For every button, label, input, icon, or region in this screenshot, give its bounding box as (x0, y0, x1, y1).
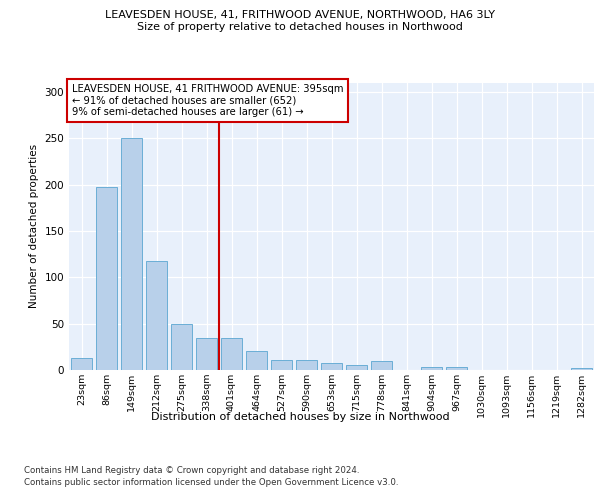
Text: Size of property relative to detached houses in Northwood: Size of property relative to detached ho… (137, 22, 463, 32)
Bar (171, 324, 192, 370)
Text: Contains HM Land Registry data © Crown copyright and database right 2024.: Contains HM Land Registry data © Crown c… (24, 466, 359, 475)
Bar (246, 352, 267, 370)
Bar (346, 366, 367, 370)
Bar (196, 338, 217, 370)
Bar (121, 138, 142, 370)
Bar (71, 358, 92, 370)
Bar (371, 360, 392, 370)
Bar (146, 262, 167, 370)
Bar (321, 362, 342, 370)
Bar (296, 360, 317, 370)
Bar (446, 367, 467, 370)
Bar (221, 338, 242, 370)
Text: LEAVESDEN HOUSE, 41, FRITHWOOD AVENUE, NORTHWOOD, HA6 3LY: LEAVESDEN HOUSE, 41, FRITHWOOD AVENUE, N… (105, 10, 495, 20)
Y-axis label: Number of detached properties: Number of detached properties (29, 144, 39, 308)
Text: Distribution of detached houses by size in Northwood: Distribution of detached houses by size … (151, 412, 449, 422)
Bar (571, 368, 592, 370)
Text: Contains public sector information licensed under the Open Government Licence v3: Contains public sector information licen… (24, 478, 398, 487)
Bar (271, 360, 292, 370)
Bar (96, 188, 117, 370)
Bar (421, 367, 442, 370)
Text: LEAVESDEN HOUSE, 41 FRITHWOOD AVENUE: 395sqm
← 91% of detached houses are smalle: LEAVESDEN HOUSE, 41 FRITHWOOD AVENUE: 39… (71, 84, 343, 117)
